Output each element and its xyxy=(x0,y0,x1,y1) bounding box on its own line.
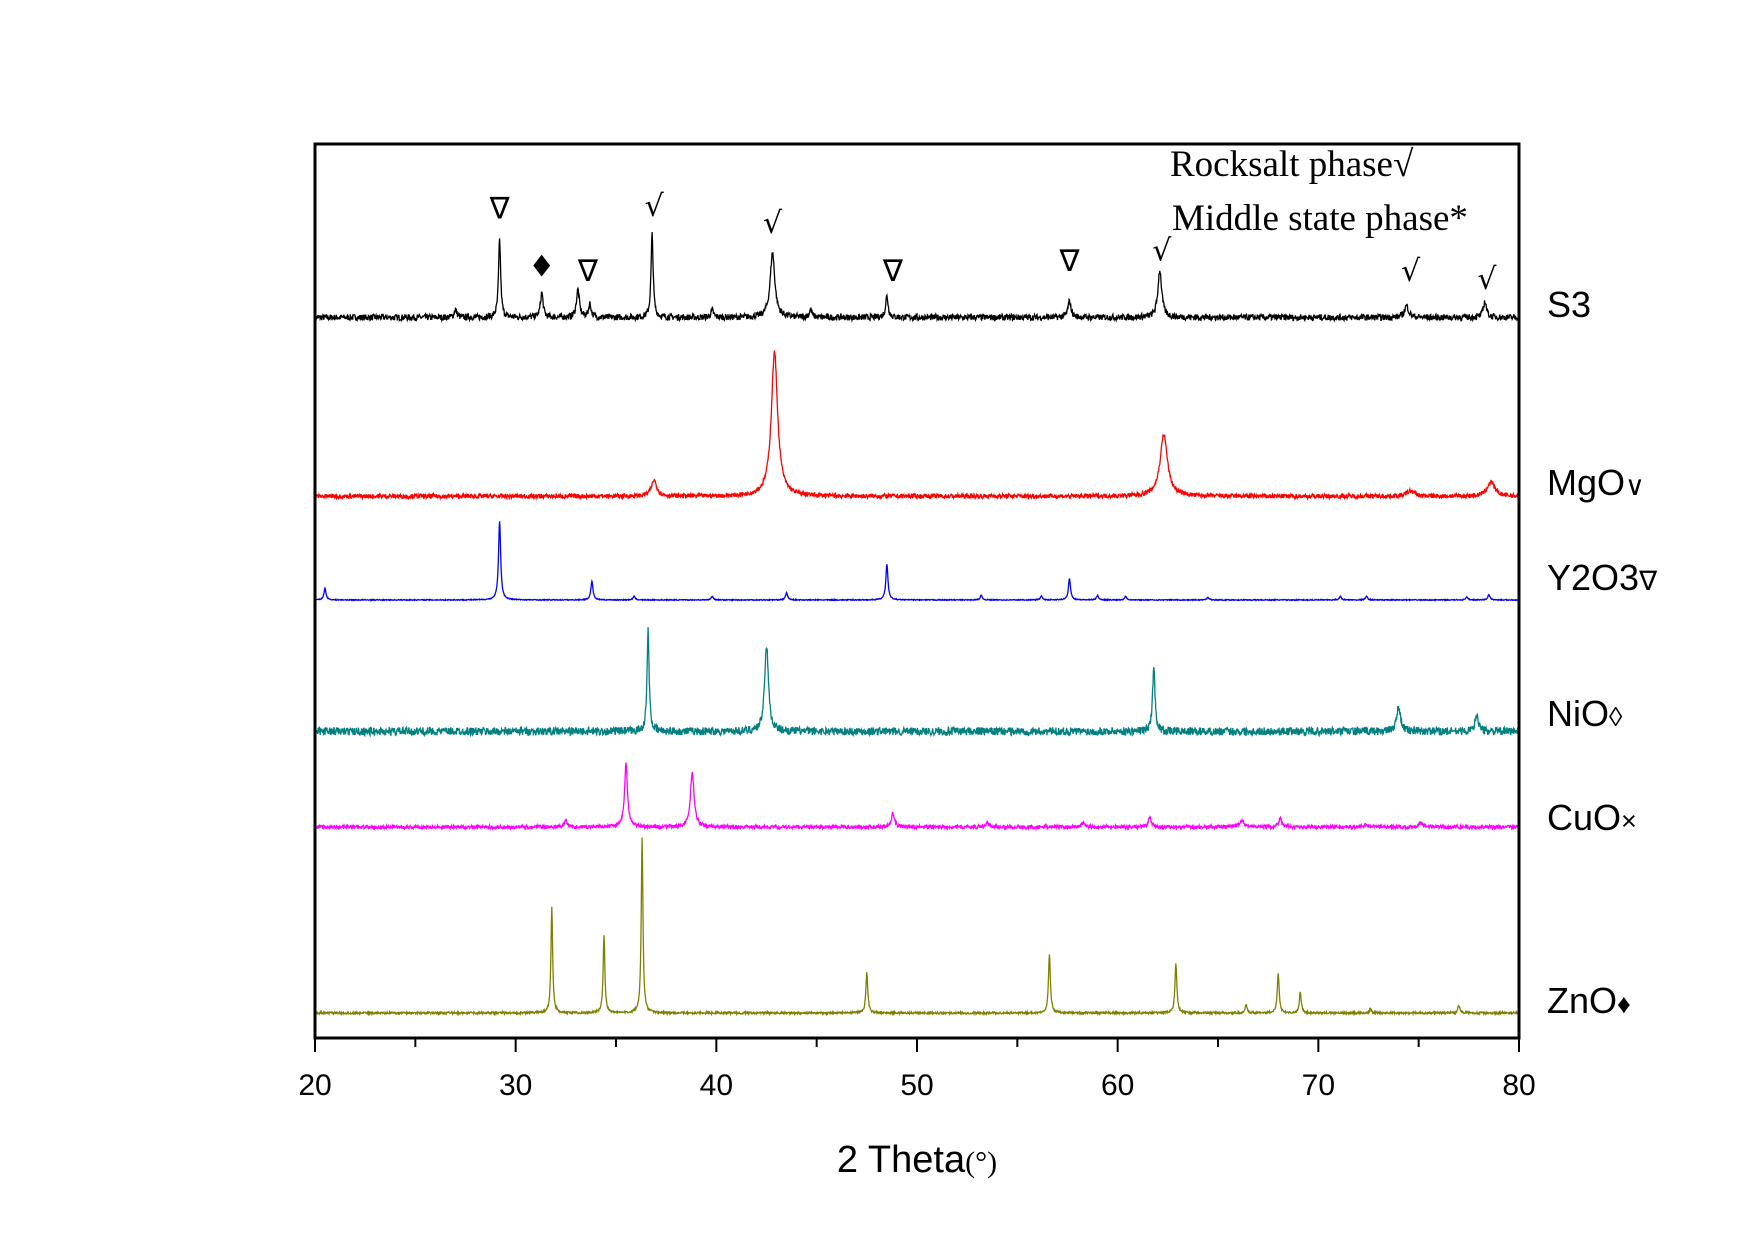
series-label-name: NiO xyxy=(1547,693,1609,734)
series-label-name: MgO xyxy=(1547,462,1625,503)
series-label-zno: ZnO♦ xyxy=(1547,980,1631,1021)
x-tick-label: 50 xyxy=(900,1069,933,1102)
peak-marker: ∇ xyxy=(489,191,511,226)
peak-marker: ∇ xyxy=(882,254,904,289)
series-line-zno xyxy=(314,837,1520,1017)
x-tick-label: 30 xyxy=(499,1069,532,1102)
peak-marker: ♦ xyxy=(528,250,555,285)
series-marker-symbol: ♦ xyxy=(1617,989,1631,1019)
peak-marker: √ xyxy=(1477,262,1497,297)
series-marker-symbol: × xyxy=(1621,806,1637,836)
peak-annotations: ∇ ♦ ∇ √ √ ∇ ∇ √ √ √ xyxy=(489,189,1498,297)
x-axis-label: 2 Theta xyxy=(837,1139,966,1181)
x-axis-unit: (°) xyxy=(965,1146,997,1179)
series-marker-symbol: ◊ xyxy=(1609,702,1623,732)
series-label-name: Y2O3 xyxy=(1547,557,1639,598)
series-line-y2o3 xyxy=(314,521,1519,602)
x-tick-label: 60 xyxy=(1101,1069,1134,1102)
series-label-y2o3: Y2O3∇ xyxy=(1547,557,1658,598)
series-label-name: S3 xyxy=(1547,284,1591,325)
series-marker-symbol: ∇ xyxy=(1638,566,1658,596)
x-tick-label: 40 xyxy=(700,1069,733,1102)
peak-marker: ∇ xyxy=(577,254,599,289)
series-label-s3: S3 xyxy=(1547,284,1591,325)
series-label-nio: NiO◊ xyxy=(1547,693,1623,734)
traces xyxy=(314,231,1520,1017)
series-line-s3 xyxy=(314,231,1520,323)
series-line-mgo xyxy=(314,350,1520,501)
peak-marker: √ xyxy=(1152,233,1172,268)
x-tick-label: 80 xyxy=(1502,1069,1535,1102)
x-axis-ticks: 20 30 40 50 60 70 80 xyxy=(298,1038,1536,1102)
x-tick-label: 20 xyxy=(298,1069,331,1102)
x-axis-title: 2 Theta(°) xyxy=(837,1139,997,1181)
x-tick-label: 70 xyxy=(1302,1069,1335,1102)
series-labels: S3 MgO∨ Y2O3∇ NiO◊ CuO× ZnO♦ xyxy=(1547,284,1658,1021)
series-marker-symbol: ∨ xyxy=(1625,471,1645,501)
series-label-name: CuO xyxy=(1547,797,1621,838)
series-label-name: ZnO xyxy=(1547,980,1617,1021)
peak-marker: ∇ xyxy=(1058,244,1080,279)
series-line-cuo xyxy=(314,762,1520,832)
legend-rocksalt: Rocksalt phase√ xyxy=(1170,144,1414,185)
peak-marker: √ xyxy=(645,189,665,224)
series-label-cuo: CuO× xyxy=(1547,797,1637,838)
legend-middle-state: Middle state phase* xyxy=(1172,198,1468,239)
peak-marker: √ xyxy=(763,206,783,241)
peak-marker: √ xyxy=(1401,254,1421,289)
series-label-mgo: MgO∨ xyxy=(1547,462,1645,503)
series-line-nio xyxy=(314,627,1520,738)
